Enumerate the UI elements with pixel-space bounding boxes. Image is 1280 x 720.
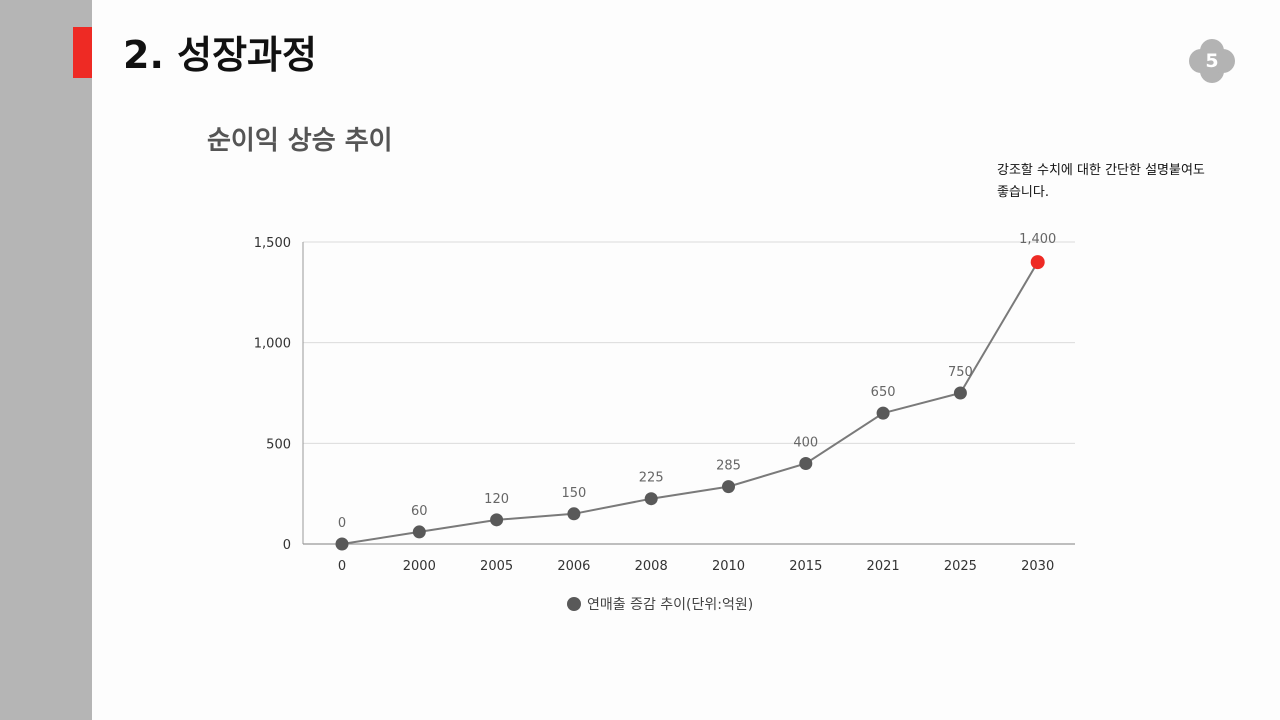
legend-marker-icon (567, 597, 581, 611)
data-point (876, 406, 890, 420)
data-point (799, 456, 813, 470)
data-label: 285 (716, 459, 741, 474)
x-tick-label: 2010 (712, 559, 745, 574)
x-tick-label: 2030 (1021, 559, 1054, 574)
note-line-1: 강조할 수치에 대한 간단한 설명붙여도 (997, 163, 1205, 178)
x-tick-label: 2005 (480, 559, 513, 574)
chart-subtitle: 순이익 상승 추이 (207, 126, 393, 156)
highlight-point (1030, 255, 1045, 270)
x-tick-label: 2015 (789, 559, 822, 574)
page-number: 5 (1205, 50, 1219, 72)
data-point (644, 492, 658, 506)
y-tick-label: 0 (283, 538, 291, 553)
data-label: 1,400 (1019, 232, 1056, 247)
x-tick-label: 2006 (557, 559, 590, 574)
data-label: 650 (871, 385, 896, 400)
data-point (335, 537, 349, 551)
data-point (722, 480, 735, 494)
page-title: 2. 성장과정 (123, 33, 317, 77)
data-point (412, 525, 426, 539)
data-point (567, 507, 581, 521)
x-tick-label: 2008 (635, 559, 668, 574)
data-point (953, 386, 967, 400)
page-number-badge: 5 (1188, 38, 1236, 84)
data-label: 225 (639, 471, 664, 486)
series-line (341, 261, 1039, 545)
y-tick-label: 1,000 (254, 337, 291, 352)
sidebar-strip (0, 0, 92, 720)
y-tick-label: 1,500 (254, 236, 291, 251)
data-label: 150 (561, 486, 586, 501)
x-tick-label: 2021 (867, 559, 900, 574)
x-tick-label: 2000 (403, 559, 436, 574)
legend-label: 연매출 증감 추이(단위:억원) (587, 597, 754, 613)
data-label: 120 (484, 492, 509, 507)
data-label: 0 (338, 516, 346, 531)
data-label: 750 (948, 365, 973, 380)
chart-legend: 연매출 증감 추이(단위:억원) (567, 594, 753, 614)
data-label: 400 (793, 435, 818, 450)
title-accent-bar (73, 27, 92, 78)
y-tick-label: 500 (266, 437, 291, 452)
flower-badge-icon (1189, 39, 1235, 83)
note-line-2: 좋습니다. (997, 185, 1049, 200)
x-tick-label: 2025 (944, 559, 977, 574)
highlight-note: 강조할 수치에 대한 간단한 설명붙여도 좋습니다. (997, 160, 1257, 204)
data-point (490, 513, 504, 527)
data-label: 60 (411, 504, 428, 519)
x-tick-label: 0 (338, 559, 346, 574)
